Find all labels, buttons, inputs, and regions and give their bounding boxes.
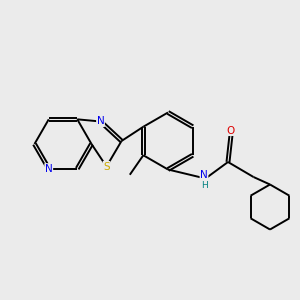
Text: S: S <box>103 161 110 172</box>
Text: N: N <box>200 170 208 180</box>
Text: O: O <box>227 125 235 136</box>
Text: H: H <box>201 181 207 190</box>
Text: N: N <box>97 116 104 127</box>
Text: N: N <box>45 164 52 174</box>
